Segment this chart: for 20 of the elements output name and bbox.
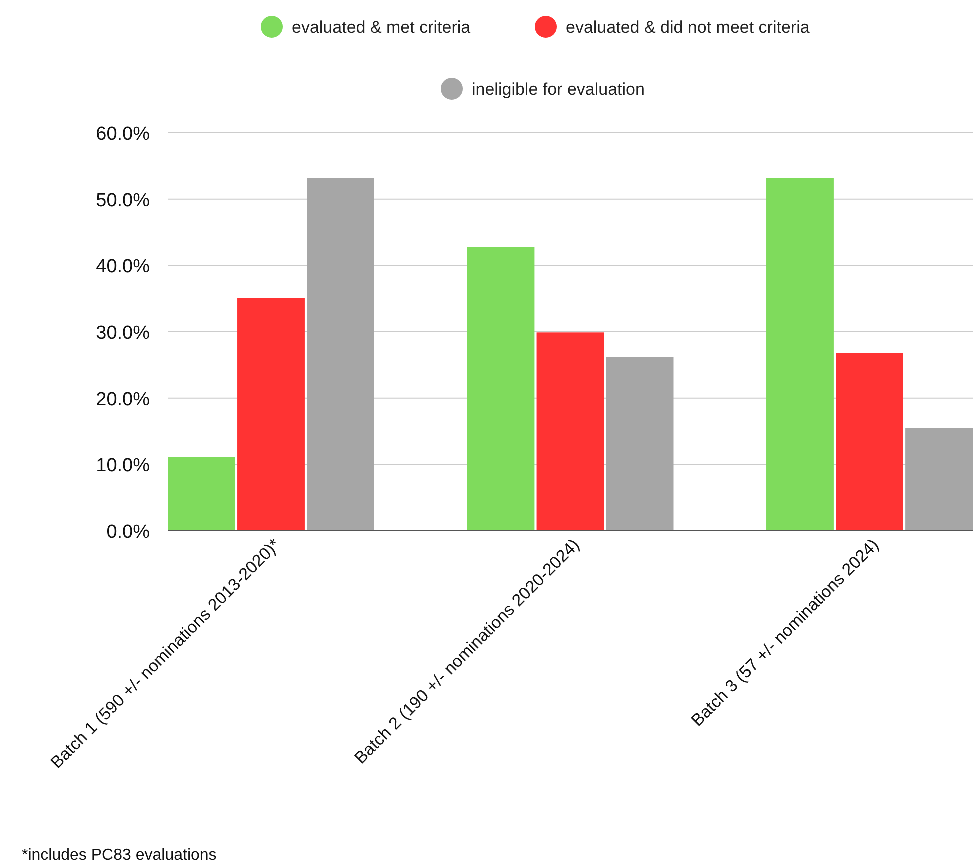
y-tick-label: 20.0%: [96, 389, 150, 410]
y-tick-label: 0.0%: [106, 522, 150, 543]
bar: [467, 247, 535, 531]
bar: [307, 178, 374, 531]
bar: [238, 298, 305, 531]
legend-label: evaluated & met criteria: [292, 18, 472, 37]
bar: [906, 428, 973, 531]
bar: [836, 353, 904, 531]
legend-label: ineligible for evaluation: [472, 80, 645, 99]
text: *includes PC83 evaluations: [22, 847, 217, 864]
y-tick-label: 60.0%: [96, 124, 150, 145]
y-tick-label: 10.0%: [96, 456, 150, 477]
y-tick-label: 40.0%: [96, 256, 150, 278]
bar: [536, 332, 604, 531]
bar: [606, 357, 674, 531]
legend-label: evaluated & did not meet criteria: [566, 18, 810, 37]
y-tick-label: 30.0%: [96, 323, 150, 344]
bar: [766, 178, 834, 531]
bar: [168, 457, 236, 531]
y-tick-label: 50.0%: [96, 190, 150, 212]
